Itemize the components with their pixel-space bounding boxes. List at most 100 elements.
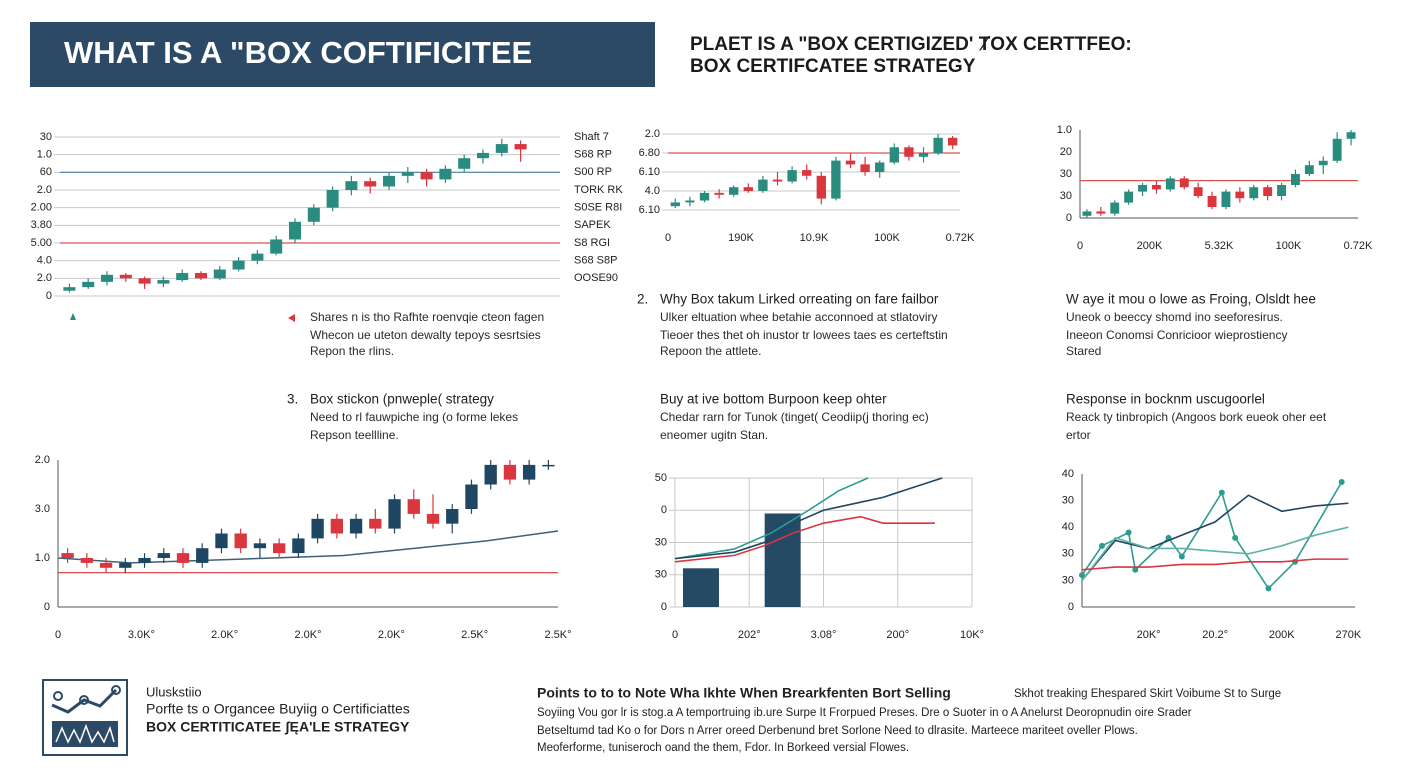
y-tick-label: 50 [655, 472, 667, 484]
note-heading: W aye it mou o lowe as Froing, Olsldt he… [1066, 292, 1316, 307]
candle-body [918, 153, 929, 157]
y-tick-label: 6.80 [639, 147, 660, 159]
candle-body [1318, 160, 1328, 166]
candle-body [138, 558, 151, 563]
y2-tick-label: S68 S8P [574, 255, 617, 267]
line-point [1178, 553, 1185, 560]
candle-body [699, 192, 710, 201]
candle-body [194, 273, 208, 279]
candle-body [288, 221, 302, 240]
candle-body [273, 543, 286, 554]
marker [70, 313, 76, 320]
x-tick-label: 10K° [960, 629, 984, 641]
y-tick-label: 1.0 [37, 149, 52, 161]
candle-body [138, 278, 151, 284]
y2-tick-label: SAPEK [574, 219, 611, 231]
bar [682, 568, 719, 607]
candle-body [61, 553, 74, 558]
x-tick-label: 3.0K° [128, 629, 155, 641]
y-tick-label: 5.00 [31, 237, 52, 249]
y-tick-label: 2.0 [37, 184, 52, 196]
footer-heading: Points to to to Note Wha Ikhte When Brea… [537, 685, 951, 701]
candle-body [292, 538, 305, 554]
candle-body [369, 518, 382, 529]
y-tick-label: 0 [1068, 601, 1074, 613]
candle-body [1082, 211, 1092, 216]
x-tick-label: 200K [1269, 629, 1295, 641]
line-point [1132, 566, 1139, 573]
y-tick-label: 30 [1060, 168, 1072, 180]
line-point [1098, 542, 1105, 549]
candle-body [758, 179, 768, 191]
candle-body [307, 207, 320, 222]
y-tick-label: 40 [1062, 521, 1074, 533]
x-tick-label: 0 [665, 232, 671, 244]
candle-body [176, 553, 190, 563]
candle-body [875, 162, 885, 172]
x-tick-label: 2.0K° [211, 629, 238, 641]
footer-text: Betseltumd tad Ko o for Dors n Arrer ore… [537, 725, 1138, 737]
note-text: eneomer ugitn Stan. [660, 428, 768, 442]
y-tick-label: 0 [661, 504, 667, 516]
y-tick-label: 60 [40, 166, 52, 178]
candle-body [1291, 174, 1300, 185]
candle-body [1124, 191, 1134, 203]
candle-body [407, 499, 420, 514]
footer-text: Uluskstiio [146, 684, 202, 699]
candle-body [1263, 187, 1273, 196]
line-series [674, 477, 869, 560]
y2-tick-label: S00 RP [574, 166, 612, 178]
candle-body [364, 181, 377, 187]
footer-text: BOX CERTITICATEE ʃĘA'LE STRATEGY [146, 719, 410, 735]
y2-tick-label: OOSE90 [574, 272, 618, 284]
candle-body [1110, 202, 1120, 214]
candle-body [311, 518, 324, 539]
candle-body [1249, 187, 1259, 199]
candle-body [1221, 191, 1231, 207]
x-tick-label: 0.72K [946, 232, 975, 244]
note-text: Repon the rlins. [310, 344, 394, 358]
y2-tick-label: S0SE R8I [574, 202, 622, 214]
candle-body [772, 179, 783, 182]
candle-body [816, 175, 826, 199]
note-heading: Box stickon (pnweple( strategy [310, 392, 494, 407]
line-series [674, 515, 935, 563]
y-tick-label: 2.0 [645, 128, 660, 140]
y2-tick-label: S68 RP [574, 149, 612, 161]
y-tick-label: 3.80 [31, 219, 52, 231]
footer-icon [42, 679, 128, 756]
footer-heading: Skhot treaking Ehespared Skirt Voibume S… [1014, 688, 1281, 700]
marker [288, 314, 295, 322]
candle-body [523, 464, 536, 480]
x-tick-label: 200° [886, 629, 909, 641]
y2-tick-label: TORK RK [574, 184, 623, 196]
candle-body [119, 562, 132, 568]
candle-body [420, 172, 433, 180]
x-tick-label: 0.72K [1344, 240, 1373, 252]
note-text: Reack ty tinbropich (Angoos bork eueok o… [1066, 410, 1327, 424]
candle-body [514, 144, 527, 150]
line-series [1081, 558, 1349, 571]
candle-body [251, 253, 264, 261]
y-tick-label: 4.0 [37, 255, 52, 267]
candle-body [196, 548, 209, 563]
candle-body [495, 144, 508, 153]
y-tick-label: 30 [1062, 495, 1074, 507]
line-series [1081, 526, 1349, 581]
candle-body [458, 158, 471, 169]
line-point [1125, 529, 1132, 536]
candle-body [99, 562, 113, 568]
candle-body [80, 558, 93, 563]
candle-body [63, 287, 76, 291]
x-tick-label: 100K [1276, 240, 1302, 252]
title-banner [30, 22, 655, 87]
x-tick-label: 10.9K [800, 232, 829, 244]
candle-body [743, 187, 753, 191]
candle-body [1179, 178, 1189, 188]
note-heading: Why Box takum Lirked orreating on fare f… [660, 292, 939, 307]
x-tick-label: 2.0K° [294, 629, 321, 641]
note-text: Shares n is tho Rafhte roenvqie cteon fa… [310, 310, 544, 324]
candle-body [845, 160, 856, 165]
candle-body [948, 137, 958, 146]
